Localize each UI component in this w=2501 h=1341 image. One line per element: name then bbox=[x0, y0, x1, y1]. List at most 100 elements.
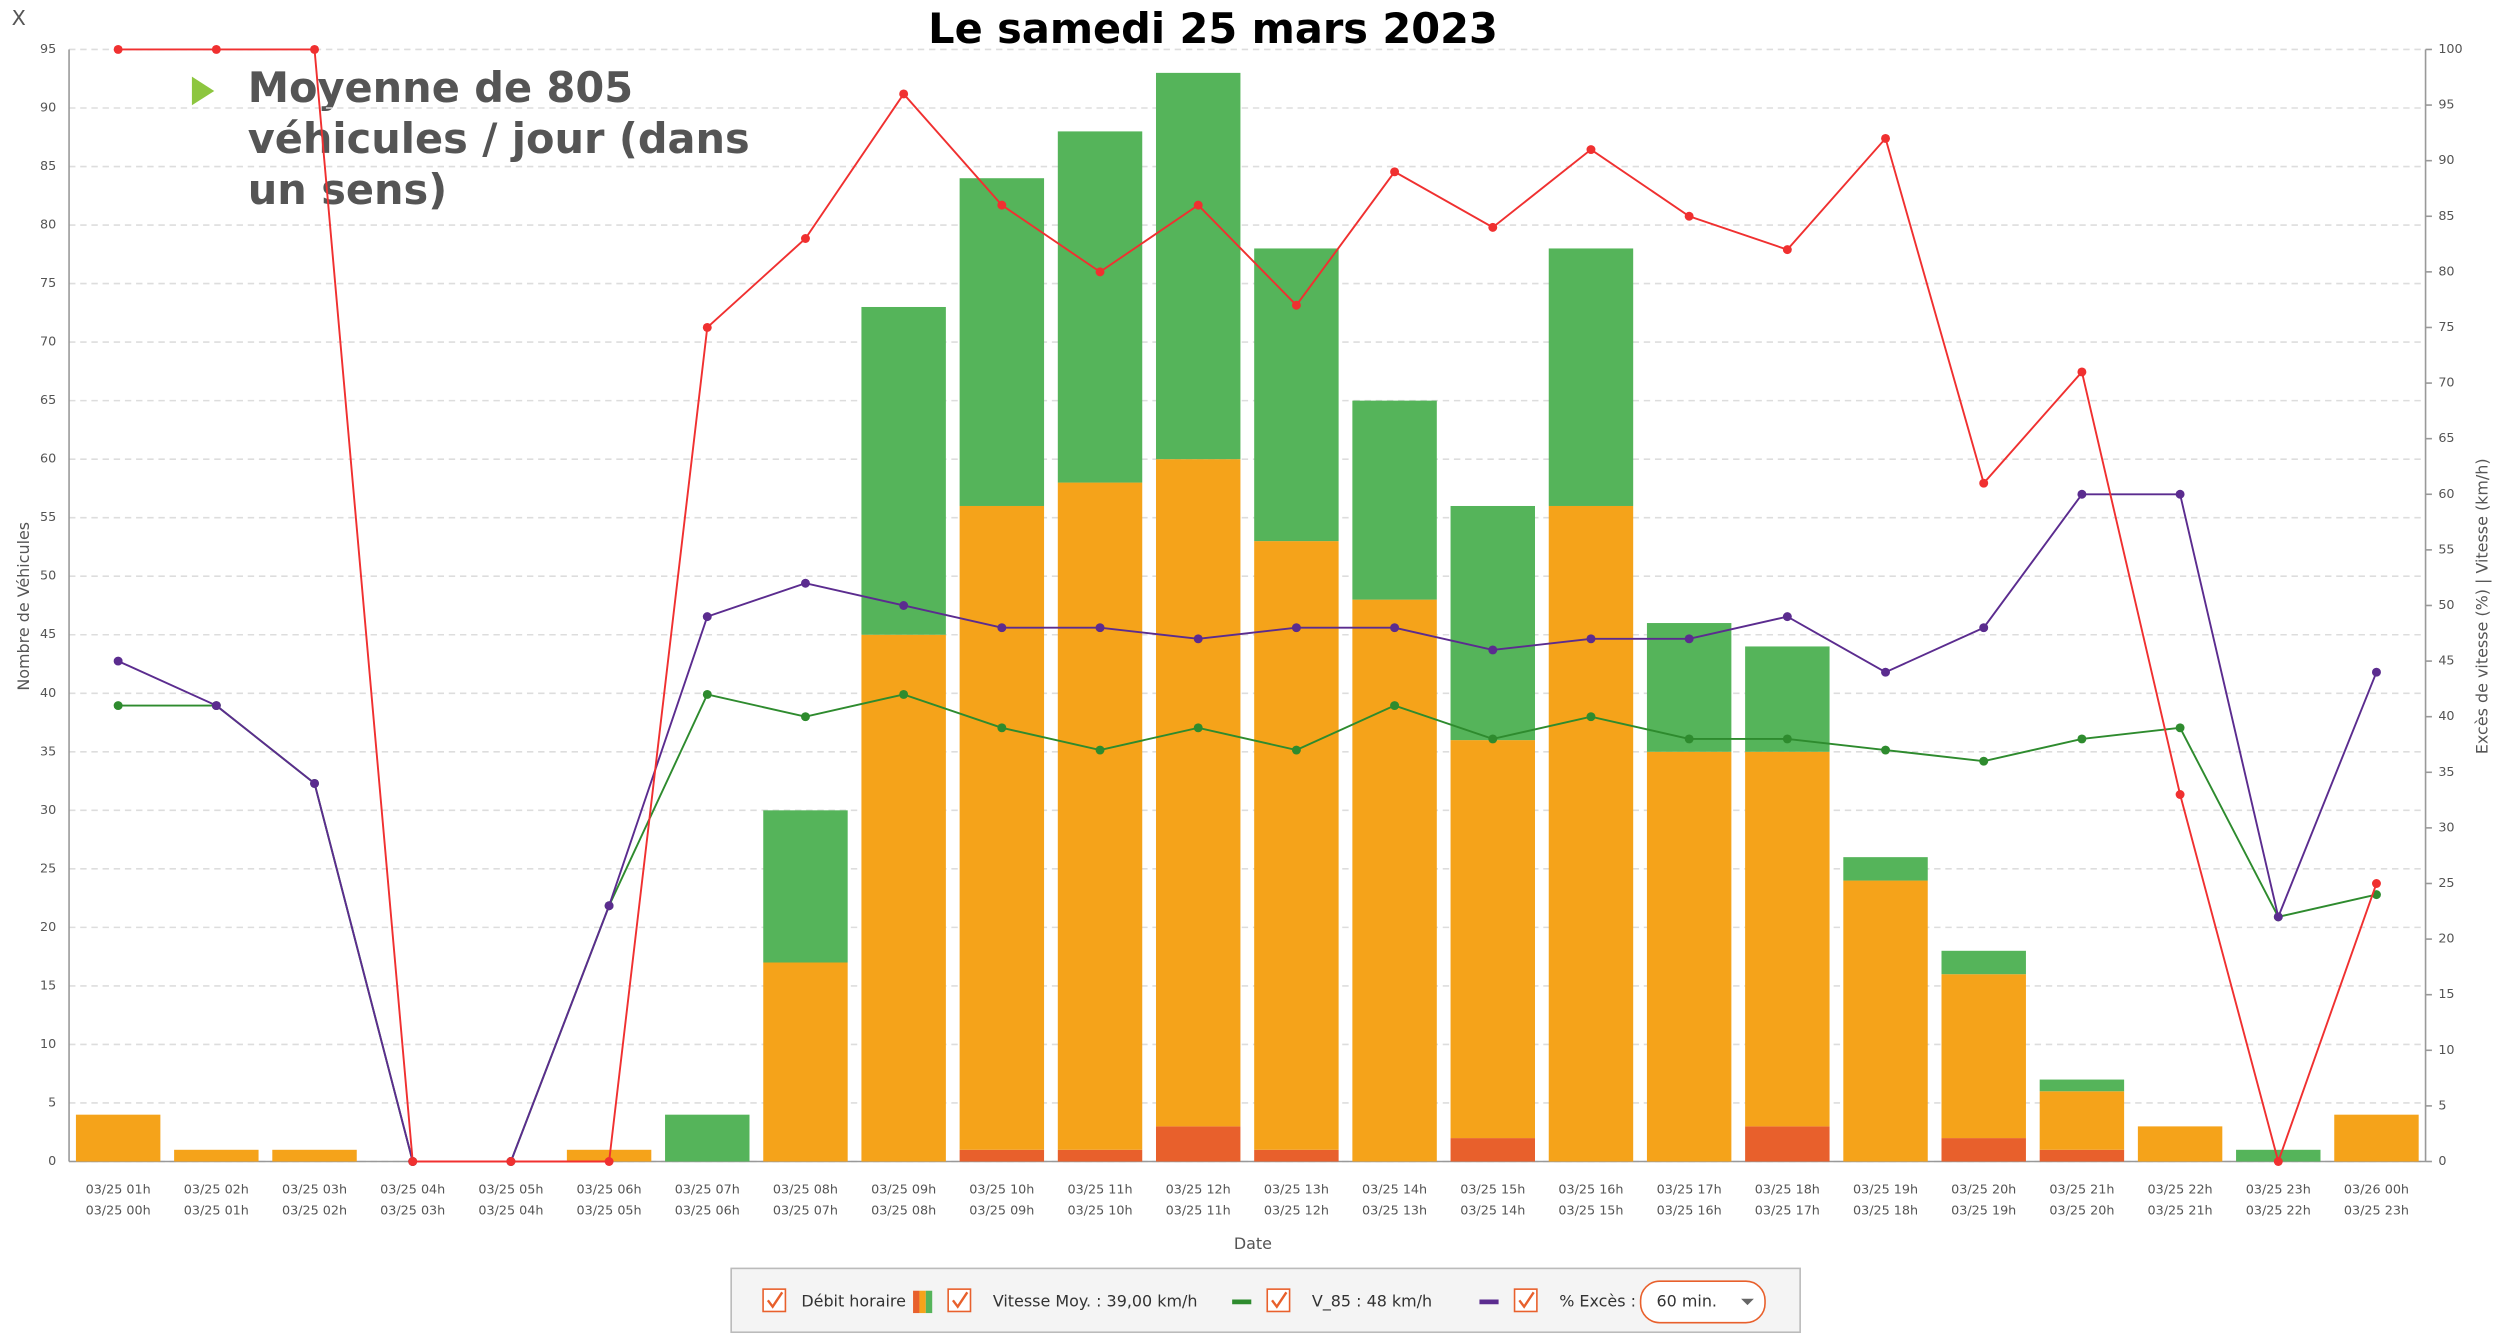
x-tick-label: 03/25 20h bbox=[2049, 1203, 2114, 1218]
line-point bbox=[1390, 623, 1400, 633]
line-point bbox=[1488, 734, 1498, 744]
line-point bbox=[1979, 478, 1989, 488]
x-tick-label: 03/25 06h bbox=[577, 1183, 642, 1198]
line-point bbox=[899, 89, 909, 99]
line-point bbox=[113, 44, 123, 54]
y2-tick-label: 55 bbox=[2438, 542, 2454, 557]
corner-label: X bbox=[12, 6, 26, 30]
bar-segment bbox=[763, 810, 848, 963]
line-point bbox=[506, 1157, 516, 1166]
dropdown-arrow bbox=[1741, 1298, 1754, 1306]
x-tick-label: 03/25 02h bbox=[184, 1183, 249, 1198]
line-point bbox=[1390, 701, 1400, 711]
y2-tick-label: 15 bbox=[2438, 987, 2454, 1002]
y-tick-label: 55 bbox=[40, 510, 56, 525]
bar-segment bbox=[1352, 599, 1437, 1162]
line-point bbox=[211, 44, 221, 54]
x-tick-label: 03/25 07h bbox=[773, 1203, 838, 1218]
x-tick-label: 03/25 22h bbox=[2246, 1203, 2311, 1218]
legend-check bbox=[1518, 1291, 1535, 1309]
bar-segment bbox=[1843, 857, 1928, 881]
y2-tick-label: 75 bbox=[2438, 320, 2454, 335]
x-tick-label: 03/25 04h bbox=[380, 1183, 445, 1198]
x-tick-label: 03/25 05h bbox=[478, 1183, 543, 1198]
bar-segment bbox=[1155, 459, 1241, 1127]
x-tick-label: 03/25 22h bbox=[2148, 1183, 2213, 1198]
legend-label: V_85 : 48 km/h bbox=[1312, 1291, 1432, 1311]
x-tick-label: 03/25 21h bbox=[2049, 1183, 2114, 1198]
bar-segment bbox=[1450, 1138, 1535, 1162]
line-point bbox=[702, 612, 712, 622]
line-point bbox=[1193, 723, 1203, 733]
legend-check bbox=[951, 1291, 969, 1309]
line-point bbox=[1586, 634, 1596, 644]
bar-segment bbox=[2039, 1091, 2125, 1150]
x-tick-label: 03/25 05h bbox=[577, 1203, 642, 1218]
x-tick-label: 03/25 19h bbox=[1951, 1203, 2016, 1218]
y2-tick-label: 35 bbox=[2438, 765, 2454, 780]
bar-segment bbox=[1745, 646, 1830, 752]
bar-segment bbox=[1745, 1126, 1830, 1162]
line-point bbox=[1488, 222, 1498, 232]
x-tick-label: 03/25 08h bbox=[773, 1183, 838, 1198]
line-point bbox=[1390, 167, 1400, 177]
line-point bbox=[702, 323, 712, 332]
y2-axis-label: Excès de vitesse (%) | Vitesse (km/h) bbox=[2472, 458, 2491, 754]
annotation: un sens) bbox=[248, 165, 447, 214]
line-point bbox=[2371, 667, 2381, 677]
y-tick-label: 30 bbox=[40, 803, 56, 818]
line-point bbox=[2175, 489, 2185, 499]
bar-segment bbox=[1548, 505, 1634, 1162]
line-point bbox=[2077, 367, 2087, 377]
bar-segment bbox=[1646, 751, 1732, 1162]
bar-segment bbox=[1548, 248, 1634, 506]
line-point bbox=[408, 1157, 418, 1166]
legend-label: Débit horaire bbox=[801, 1291, 906, 1310]
line-point bbox=[113, 701, 123, 711]
annotation: véhicules / jour (dans bbox=[248, 114, 750, 163]
y-tick-label: 45 bbox=[40, 627, 56, 642]
x-axis-label: Date bbox=[1234, 1234, 1272, 1253]
bar-segment bbox=[1941, 1138, 2026, 1162]
y-tick-label: 40 bbox=[40, 686, 56, 701]
bar-segment bbox=[1941, 950, 2026, 975]
x-tick-label: 03/25 08h bbox=[871, 1203, 936, 1218]
line-point bbox=[604, 901, 614, 911]
line-point bbox=[1291, 623, 1301, 633]
x-tick-label: 03/25 01h bbox=[86, 1183, 151, 1198]
x-tick-label: 03/25 10h bbox=[969, 1183, 1034, 1198]
y2-tick-label: 95 bbox=[2438, 98, 2454, 113]
line-point bbox=[1193, 634, 1203, 644]
legend-check bbox=[766, 1291, 784, 1309]
line-point bbox=[1586, 712, 1596, 722]
line-point bbox=[1095, 267, 1105, 277]
x-tick-label: 03/25 15h bbox=[1558, 1203, 1623, 1218]
y-tick-label: 25 bbox=[40, 861, 56, 876]
line-point bbox=[1586, 145, 1596, 155]
y2-tick-label: 80 bbox=[2438, 264, 2454, 279]
interval-select[interactable] bbox=[1639, 1280, 1766, 1324]
bar-segment bbox=[1057, 482, 1143, 1150]
y-tick-label: 85 bbox=[40, 159, 56, 174]
x-tick-label: 03/25 03h bbox=[282, 1183, 347, 1198]
y-axis-label: Nombre de Véhicules bbox=[14, 522, 33, 691]
x-tick-label: 03/25 19h bbox=[1853, 1183, 1918, 1198]
x-tick-label: 03/25 17h bbox=[1657, 1183, 1722, 1198]
y-tick-label: 5 bbox=[48, 1095, 56, 1110]
legend-swatch bbox=[919, 1290, 926, 1314]
line-point bbox=[1782, 245, 1792, 255]
line-point bbox=[211, 701, 221, 711]
x-tick-label: 03/25 01h bbox=[184, 1203, 249, 1218]
x-tick-label: 03/25 04h bbox=[478, 1203, 543, 1218]
line-point bbox=[800, 234, 810, 243]
line bbox=[118, 48, 2378, 1165]
line-point bbox=[1684, 634, 1694, 644]
x-tick-label: 03/26 00h bbox=[2344, 1183, 2409, 1198]
line-point bbox=[2175, 723, 2185, 733]
x-tick-label: 03/25 18h bbox=[1755, 1183, 1820, 1198]
line-point bbox=[800, 712, 810, 722]
bar-segment bbox=[1254, 1149, 1339, 1162]
y2-tick-label: 65 bbox=[2438, 431, 2454, 446]
interval-label: 60 min. bbox=[1657, 1291, 1717, 1310]
